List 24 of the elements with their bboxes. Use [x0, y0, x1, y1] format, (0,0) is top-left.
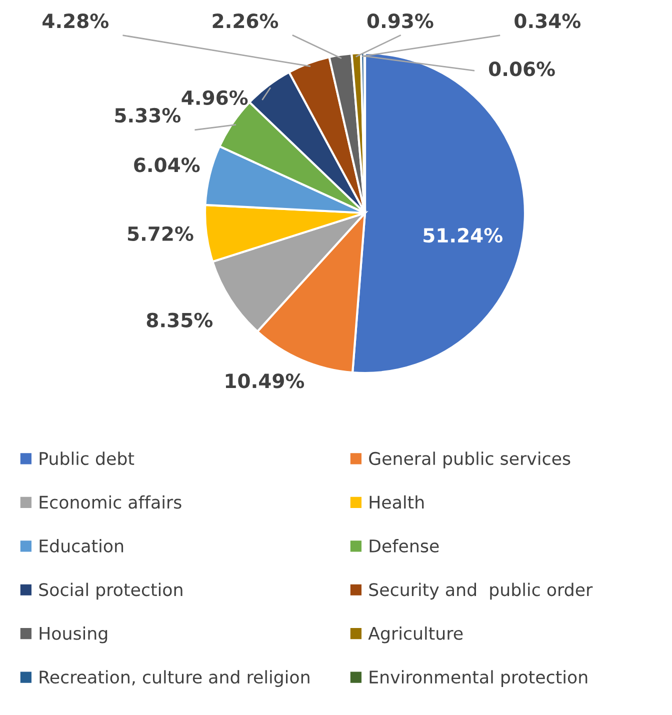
legend-label: Public debt [40, 452, 134, 466]
data-label: 0.34% [514, 14, 581, 28]
data-label: 6.04% [134, 158, 200, 172]
data-label: 5.72% [128, 226, 194, 242]
legend-label: Education [40, 539, 124, 552]
data-label: 2.26% [212, 14, 278, 28]
legend-label: Recreation, culture and religion [40, 670, 310, 687]
data-label: 0.93% [367, 14, 434, 28]
legend-label: Environmental protection [370, 670, 588, 687]
data-label: 51.24% [424, 228, 502, 243]
data-label: 4.28% [42, 14, 109, 28]
data-label: 0.06% [489, 62, 555, 76]
legend-label: Health [370, 495, 424, 509]
legend-label: Security and public order [369, 582, 593, 600]
data-label: 5.33% [115, 108, 181, 123]
legend-label: Agriculture [368, 626, 463, 644]
data-label: 8.35% [146, 312, 213, 328]
legend-label: Housing [40, 626, 108, 644]
legend-label: Social protection [39, 582, 182, 600]
data-label: 10.49% [226, 374, 304, 388]
legend-label: General public services [369, 452, 570, 468]
data-label: 4.96% [182, 90, 248, 106]
legend-label: Economic affairs [40, 495, 182, 509]
legend-label: Defense [370, 539, 439, 552]
